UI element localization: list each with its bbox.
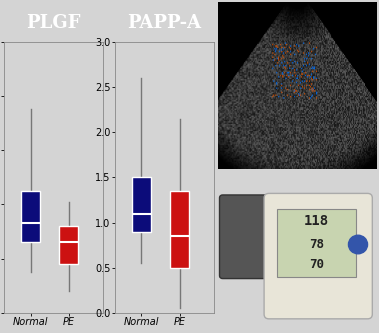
Text: PLGF: PLGF — [26, 14, 81, 32]
Bar — [170, 191, 189, 268]
Text: PAPP-A: PAPP-A — [127, 14, 202, 32]
Bar — [59, 226, 78, 264]
Text: 78: 78 — [309, 238, 324, 251]
Text: 118: 118 — [304, 214, 329, 228]
FancyBboxPatch shape — [277, 209, 356, 277]
FancyBboxPatch shape — [264, 193, 372, 319]
FancyBboxPatch shape — [219, 195, 282, 279]
Bar — [21, 191, 40, 242]
Text: 70: 70 — [309, 258, 324, 271]
Bar — [132, 177, 151, 232]
Circle shape — [348, 235, 368, 254]
